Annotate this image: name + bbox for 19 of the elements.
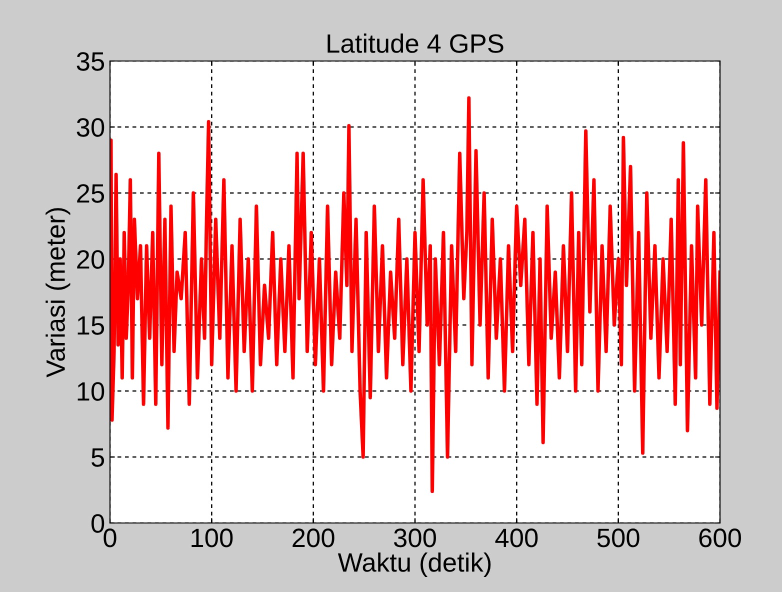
x-tick-label: 200 bbox=[292, 528, 334, 548]
y-tick-label: 30 bbox=[76, 118, 104, 137]
x-tick-label: 600 bbox=[699, 528, 741, 548]
y-tick-label: 35 bbox=[76, 52, 104, 71]
y-tick-label: 10 bbox=[78, 382, 104, 401]
x-tick-label: 100 bbox=[192, 528, 233, 548]
y-tick-label: 15 bbox=[78, 316, 104, 335]
y-axis-title: Variasi (meter) bbox=[46, 208, 70, 378]
y-tick-label: 25 bbox=[77, 184, 104, 203]
x-tick-label: 500 bbox=[597, 528, 640, 548]
x-tick-label: 300 bbox=[394, 528, 436, 548]
y-tick-label: 0 bbox=[91, 514, 104, 533]
y-tick-label: 5 bbox=[92, 448, 104, 467]
x-tick-label: 0 bbox=[104, 528, 116, 548]
y-tick-label: 20 bbox=[77, 250, 104, 269]
x-tick-label: 400 bbox=[495, 528, 538, 548]
line-series bbox=[110, 96, 720, 494]
x-axis-title: Waktu (detik) bbox=[338, 552, 491, 578]
chart-title: Latitude 4 GPS bbox=[328, 34, 504, 53]
